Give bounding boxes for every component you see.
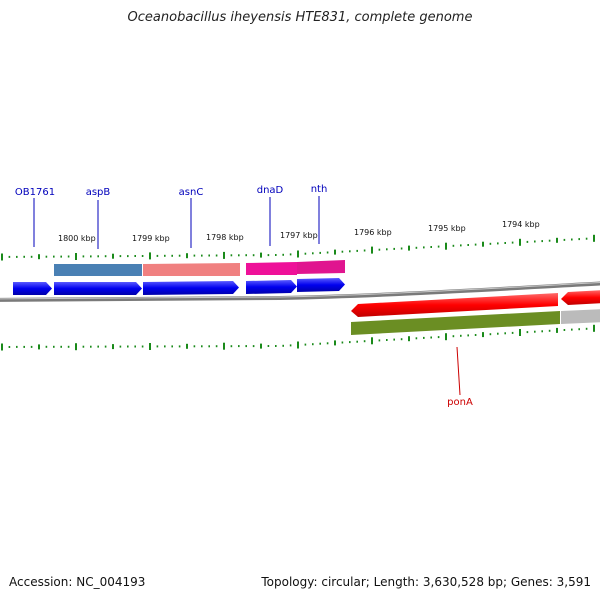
cds-arrow-OB1761[interactable] xyxy=(13,282,52,295)
nth-band[interactable] xyxy=(297,260,345,274)
cds-arrow-nth[interactable] xyxy=(297,278,345,292)
upper-scale-ticks xyxy=(1,234,595,261)
gene-label-ponA[interactable]: ponA xyxy=(447,397,473,408)
cds-arrow-ponA[interactable] xyxy=(351,293,558,317)
cds-arrow-aspB[interactable] xyxy=(54,282,142,295)
gene-label-aspB[interactable]: aspB xyxy=(86,187,111,198)
leader-ponA xyxy=(456,346,461,396)
scale-label-1799: 1799 kbp xyxy=(132,234,170,243)
topology-label: Topology: circular; Length: 3,630,528 bp… xyxy=(261,575,591,589)
gene-label-nth[interactable]: nth xyxy=(311,184,328,195)
dnaD-band[interactable] xyxy=(246,262,297,275)
scale-label-1798: 1798 kbp xyxy=(206,233,244,242)
scale-label-1797: 1797 kbp xyxy=(280,231,318,240)
accession-label: Accession: NC_004193 xyxy=(9,575,146,589)
genome-backbone-highlight xyxy=(0,282,600,300)
cds-arrow-asnC[interactable] xyxy=(143,281,239,295)
gene-label-asnC[interactable]: asnC xyxy=(179,187,204,198)
scale-label-1796: 1796 kbp xyxy=(354,228,392,237)
gene-label-OB1761[interactable]: OB1761 xyxy=(15,187,55,198)
genome-backbone xyxy=(0,281,600,302)
ponA-band[interactable] xyxy=(351,311,560,335)
lower-scale-ticks xyxy=(1,324,595,351)
asnC-band[interactable] xyxy=(143,263,240,276)
gene-label-dnaD[interactable]: dnaD xyxy=(257,185,284,196)
scale-label-1794: 1794 kbp xyxy=(502,220,540,229)
aspB-band[interactable] xyxy=(54,264,142,276)
map-title: Oceanobacillus iheyensis HTE831, complet… xyxy=(127,10,473,25)
scale-label-1795: 1795 kbp xyxy=(428,224,466,233)
gray-band[interactable] xyxy=(561,309,600,324)
cds-arrow-dnaD[interactable] xyxy=(246,280,297,294)
scale-label-1800: 1800 kbp xyxy=(58,234,96,243)
cds-arrow-reverse-edge[interactable] xyxy=(561,290,600,305)
